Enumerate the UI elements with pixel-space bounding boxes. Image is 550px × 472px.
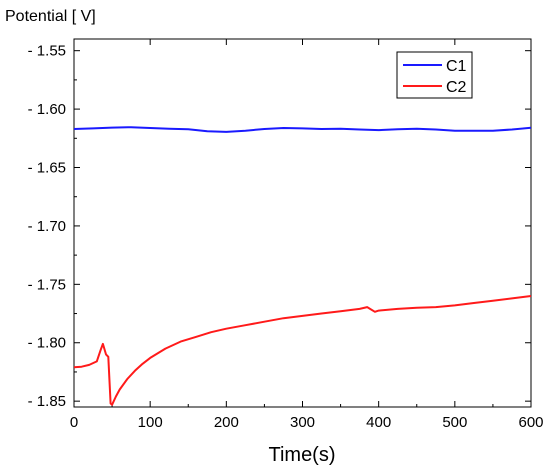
legend: C1 C2: [396, 51, 473, 99]
y-tick-label: - 1.75: [28, 276, 66, 293]
legend-label-c2: C2: [446, 79, 467, 96]
y-tick-label: - 1.85: [28, 393, 66, 410]
x-tick-label: 0: [70, 414, 78, 431]
legend-box: [396, 51, 473, 99]
legend-label-c1: C1: [446, 58, 467, 75]
plot-series: [73, 126, 532, 406]
x-tick-label: 400: [366, 414, 391, 431]
y-tick-label: - 1.55: [28, 43, 66, 60]
x-tick-label: 100: [138, 414, 163, 431]
y-tick-label: - 1.65: [28, 160, 66, 177]
x-tick-label: 500: [442, 414, 467, 431]
x-tick-label: 600: [518, 414, 543, 431]
x-axis-title: Time(s): [268, 444, 335, 466]
y-axis-title: Potential [ V]: [5, 8, 96, 25]
x-tick-label: 300: [290, 414, 315, 431]
x-tick-label: 200: [214, 414, 239, 431]
y-axis: - 1.55 - 1.60 - 1.65 - 1.70 - 1.75 - 1.80 - 1.…: [28, 43, 531, 410]
series-line-c2: [73, 295, 532, 406]
x-axis: 0 100 200 300 400 500 600: [70, 39, 544, 431]
y-tick-label: - 1.70: [28, 218, 66, 235]
series-line-c1: [73, 126, 532, 133]
y-tick-label: - 1.80: [28, 335, 66, 352]
y-tick-label: - 1.60: [28, 101, 66, 118]
